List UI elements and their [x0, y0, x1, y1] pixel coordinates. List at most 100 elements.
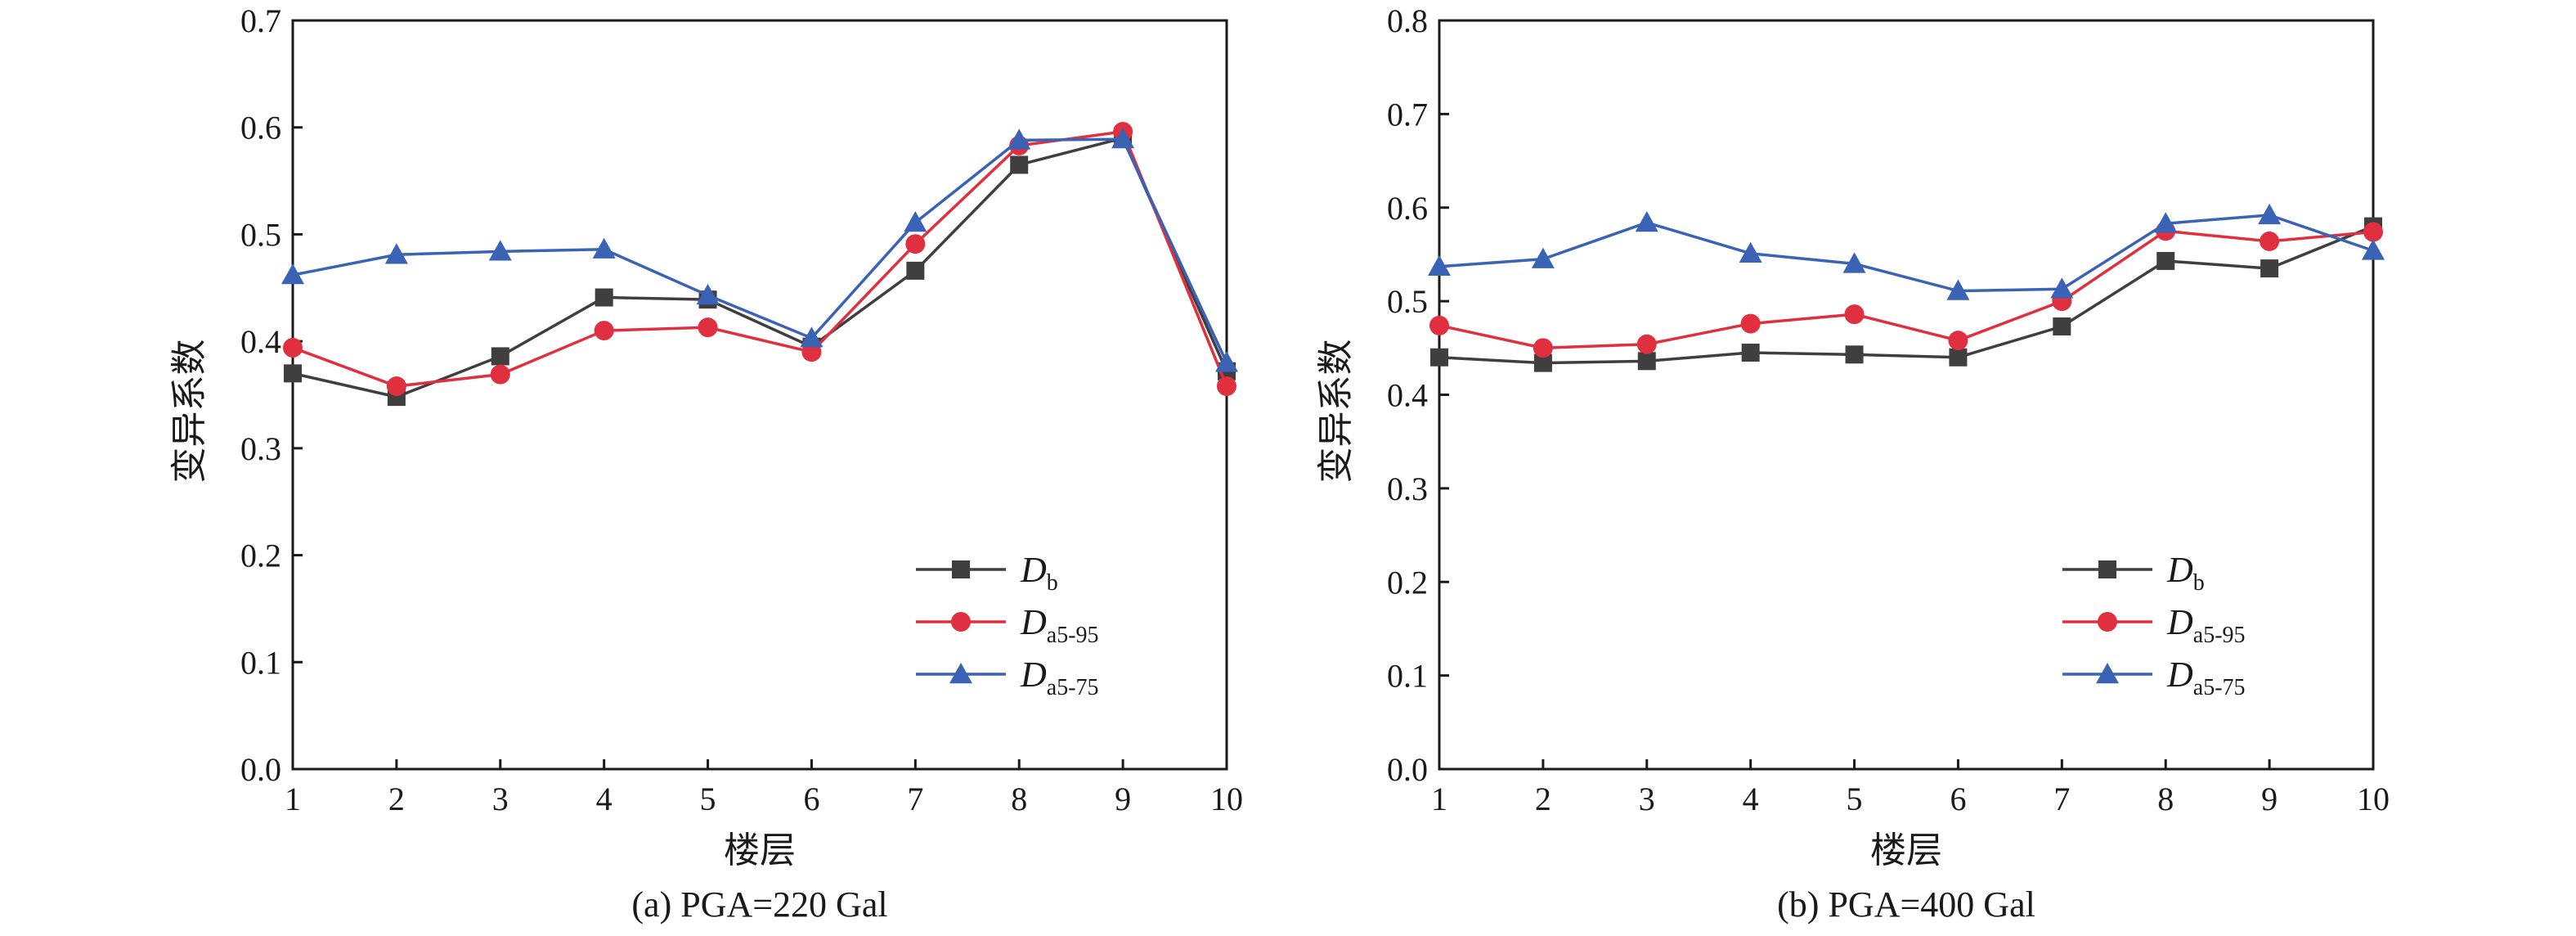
- data-point: [1533, 353, 1552, 372]
- y-tick-label: 0.2: [240, 538, 281, 574]
- x-tick-label: 2: [388, 781, 405, 817]
- legend: Db Da5-95 Da5-75: [2062, 550, 2246, 700]
- series-line: [1438, 229, 2374, 350]
- data-point: [384, 243, 408, 264]
- x-tick-label: 9: [1115, 781, 1131, 817]
- data-point: [2260, 259, 2279, 278]
- legend-item: Da5-75: [2062, 655, 2246, 700]
- x-tick-label: 5: [700, 781, 716, 817]
- x-tick-label: 2: [1535, 781, 1551, 817]
- data-point: [1217, 376, 1236, 397]
- x-tick-label: 9: [2261, 781, 2278, 817]
- data-point: [1010, 155, 1029, 174]
- data-point: [1740, 313, 1761, 334]
- data-point: [1635, 211, 1658, 232]
- legend-marker: [951, 612, 971, 632]
- x-axis-title: 楼层: [724, 830, 796, 871]
- y-tick-label: 0.5: [1387, 283, 1428, 320]
- legend-label-main: D: [1020, 655, 1047, 695]
- data-point: [2156, 251, 2175, 270]
- legend-label-subscript: a5-75: [1047, 675, 1099, 700]
- chart-caption: (a) PGA=220 Gal: [631, 884, 887, 925]
- data-point: [2363, 222, 2383, 242]
- x-tick-label: 1: [1431, 781, 1447, 817]
- legend-marker: [2098, 612, 2117, 632]
- data-point: [488, 240, 512, 261]
- series-line: [1438, 225, 2374, 365]
- data-point: [1636, 334, 1657, 354]
- x-tick-label: 3: [492, 781, 509, 817]
- y-axis-title: 变异系数: [1316, 340, 1356, 484]
- series-a5-95: [1429, 221, 2383, 358]
- data-point: [1946, 279, 1970, 300]
- x-tick-label: 5: [1847, 781, 1863, 817]
- data-point: [1844, 304, 1865, 325]
- x-tick-label: 1: [285, 781, 301, 817]
- x-tick-label: 6: [803, 781, 819, 817]
- data-point: [594, 321, 614, 341]
- legend-label-main: D: [1020, 602, 1047, 642]
- x-tick-label: 7: [907, 781, 923, 817]
- chart-panel-b: 0.0 0.1 0.2 0.3 0.4 0.5 0.6 0.7 0.8 1 2 3 4 5 6 7 8 9 10 楼层…: [1316, 2, 2390, 925]
- y-tick-label: 0.8: [1387, 2, 1428, 39]
- data-point: [281, 263, 304, 285]
- legend-label: Da5-75: [1020, 655, 1099, 700]
- legend-label-subscript: a5-75: [2193, 675, 2246, 700]
- data-point: [1637, 352, 1656, 371]
- y-tick-label: 0.5: [240, 216, 281, 253]
- data-point: [386, 376, 406, 397]
- series-line: [292, 130, 1228, 388]
- x-axis-title: 楼层: [1870, 830, 1942, 871]
- y-tick-label: 0.1: [1387, 658, 1428, 695]
- x-tick-label: 4: [1743, 781, 1759, 817]
- data-point: [2053, 317, 2071, 336]
- data-point: [1429, 315, 1449, 335]
- legend-item: Da5-75: [916, 655, 1099, 700]
- y-tick-label: 0.7: [1387, 96, 1428, 133]
- data-point: [491, 347, 509, 366]
- series-a5-95: [283, 121, 1236, 397]
- plot-frame: [1438, 19, 2375, 771]
- data-point: [1111, 128, 1135, 149]
- legend-marker: [2098, 560, 2116, 578]
- legend-label-main: D: [2166, 655, 2193, 695]
- y-tick-label: 0.1: [240, 644, 281, 681]
- legend-label: Da5-95: [2166, 602, 2246, 648]
- data-point: [1949, 348, 1968, 367]
- data-point: [1948, 331, 1968, 351]
- data-point: [1741, 344, 1760, 362]
- x-tick-label: 6: [1950, 781, 1966, 817]
- data-point: [1215, 351, 1238, 372]
- data-point: [1533, 338, 1553, 358]
- data-point: [2258, 203, 2282, 225]
- series-a5-75: [1428, 203, 2385, 300]
- data-point: [2260, 231, 2280, 251]
- data-point: [592, 237, 616, 259]
- data-point: [1842, 252, 1866, 273]
- series-line: [292, 137, 1228, 364]
- series-line: [292, 136, 1228, 398]
- series-b: [1430, 217, 2382, 372]
- x-tick-label: 7: [2053, 781, 2070, 817]
- x-tick-label: 8: [1011, 781, 1027, 817]
- legend-label-main: D: [1020, 550, 1047, 590]
- y-tick-label: 0.6: [1387, 190, 1428, 227]
- y-tick-label: 0.2: [1387, 564, 1428, 601]
- legend-label: Da5-95: [1020, 602, 1099, 648]
- x-tick-label: 4: [596, 781, 613, 817]
- legend-label-subscript: a5-95: [2193, 623, 2246, 648]
- y-tick-label: 0.4: [1387, 377, 1428, 414]
- legend-label-subscript: a5-95: [1047, 623, 1099, 648]
- x-tick-label: 3: [1639, 781, 1655, 817]
- data-point: [490, 364, 510, 385]
- data-point: [698, 317, 718, 338]
- x-tick-label: 10: [1210, 781, 1243, 817]
- legend-label-subscript: b: [2193, 570, 2205, 596]
- chart-panel-a: 0.0 0.1 0.2 0.3 0.4 0.5 0.6 0.7 1 2 3 4 5 6 7 8 9 10 楼层 变异系…: [169, 2, 1243, 925]
- legend-item: Da5-95: [2062, 602, 2246, 648]
- legend-marker: [949, 663, 972, 684]
- data-point: [283, 337, 303, 358]
- data-point: [1845, 345, 1864, 364]
- legend-label: Db: [2166, 550, 2205, 596]
